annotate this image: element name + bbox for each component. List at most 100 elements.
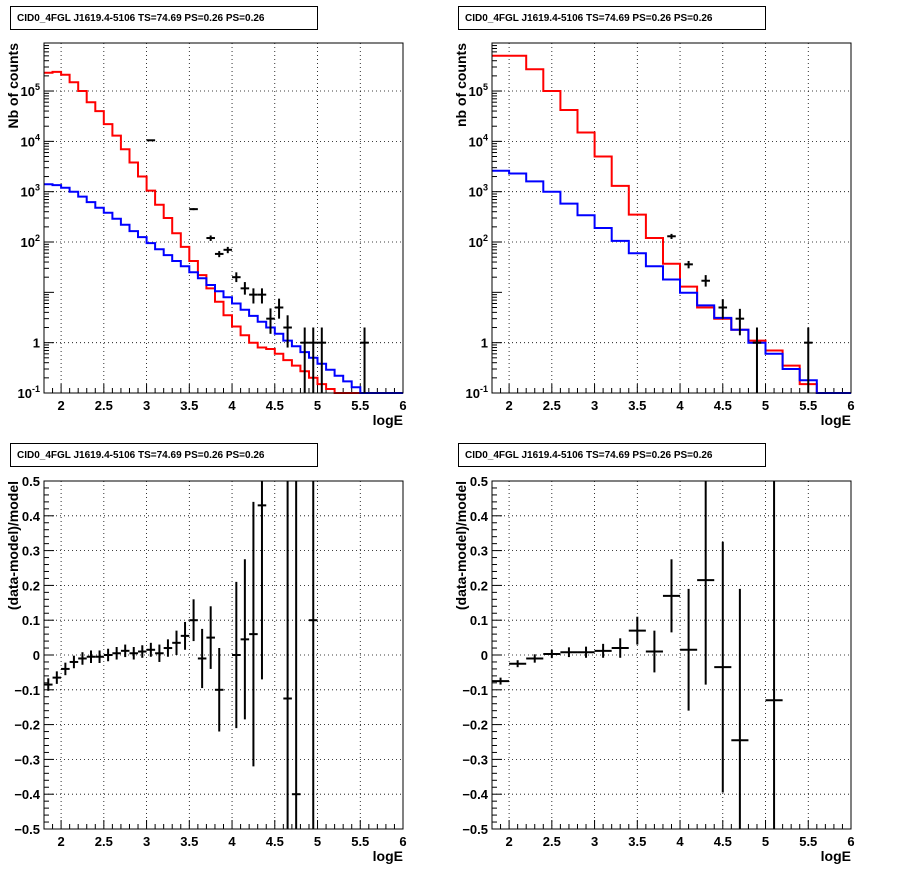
data-point	[300, 327, 309, 393]
x-tick-label: 3.5	[180, 834, 198, 849]
y-tick-label: −0.3	[462, 752, 488, 767]
y-tick-label: 0	[481, 648, 488, 663]
data-point	[492, 677, 510, 685]
x-tick-label: 4	[228, 834, 236, 849]
data-point	[103, 648, 113, 662]
y-tick-label: 104	[21, 132, 40, 149]
axis-ticks	[43, 42, 404, 394]
chart-panel-residuals-left: 2 2.5 3 3.5 4 4.5 5 5.5 6 −0.5 −0.4 −0.3 −0.2 −0.1 0 0.…	[5, 474, 407, 864]
data-point	[249, 501, 258, 767]
data-point	[44, 678, 53, 691]
chart-title: CID0_4FGL J1619.4-5106 TS=74.69 PS=0.26 …	[458, 443, 766, 467]
data-point	[206, 235, 215, 241]
y-tick-label: −0.4	[14, 787, 40, 802]
y-tick-label: −0.5	[14, 822, 40, 837]
data-point	[232, 581, 241, 729]
data-point	[78, 652, 87, 665]
x-tick-label: 5	[762, 398, 769, 413]
data-point	[577, 646, 595, 658]
data-point	[594, 643, 612, 658]
y-tick-label: 104	[469, 132, 488, 149]
y-tick-label: 0.4	[470, 509, 489, 524]
y-tick-label: 0.4	[22, 509, 41, 524]
grid-lines	[44, 43, 403, 393]
y-tick-label: 0.3	[470, 544, 488, 559]
data-point	[274, 298, 284, 319]
x-axis-label: logE	[821, 848, 851, 864]
x-tick-label: 3.5	[180, 398, 198, 413]
x-tick-label: 3	[591, 834, 598, 849]
y-tick-label: 103	[21, 183, 40, 200]
y-tick-label: −0.2	[462, 718, 488, 733]
x-tick-label: 2	[57, 398, 64, 413]
y-tick-label: 1	[33, 336, 40, 351]
data-point	[611, 638, 629, 658]
y-tick-label: −0.3	[14, 752, 40, 767]
histogram-series-line	[44, 70, 403, 394]
data-point	[308, 327, 318, 393]
y-tick-label: −0.1	[462, 683, 488, 698]
x-tick-label: 5	[762, 834, 769, 849]
y-axis-label: nb of counts	[453, 43, 469, 127]
x-tick-label: 5	[314, 834, 321, 849]
x-tick-label: 6	[399, 398, 406, 413]
data-point	[266, 308, 275, 334]
x-tick-label: 2.5	[95, 834, 113, 849]
x-tick-label: 2.5	[543, 398, 561, 413]
x-tick-label: 5.5	[351, 834, 369, 849]
histogram-series-line	[492, 54, 851, 394]
grid-lines	[44, 481, 403, 829]
x-tick-label: 5.5	[799, 398, 817, 413]
y-tick-label: 10-1	[18, 384, 40, 401]
data-point	[189, 208, 198, 211]
data-point	[257, 288, 267, 304]
x-tick-label: 4	[676, 834, 684, 849]
data-point	[765, 481, 783, 829]
x-tick-label: 4.5	[266, 398, 284, 413]
data-point	[803, 327, 813, 393]
data-point	[86, 650, 96, 664]
axis-ticks	[43, 480, 404, 830]
grid-lines	[492, 481, 851, 829]
y-tick-label: 0.2	[22, 578, 40, 593]
data-point	[69, 655, 79, 669]
data-point	[291, 481, 301, 829]
data-point	[680, 588, 698, 711]
data-point	[61, 662, 70, 676]
data-point	[95, 650, 104, 664]
y-tick-label: 105	[469, 82, 488, 99]
y-tick-label: 105	[21, 82, 40, 99]
data-point	[360, 327, 369, 393]
data-point	[240, 282, 250, 295]
x-tick-label: 2	[505, 834, 512, 849]
x-tick-label: 2	[57, 834, 64, 849]
data-point	[197, 628, 207, 689]
x-tick-label: 6	[847, 834, 854, 849]
x-axis-label: logE	[373, 412, 403, 428]
plot-frame	[43, 480, 404, 830]
data-point	[684, 260, 693, 269]
y-tick-label: 1	[481, 336, 488, 351]
data-point	[667, 233, 676, 239]
axis-ticks	[491, 42, 852, 394]
x-tick-label: 3	[143, 398, 150, 413]
data-point	[240, 559, 250, 720]
y-tick-label: 0.5	[470, 474, 488, 489]
data-point	[701, 275, 710, 287]
data-point	[249, 288, 258, 304]
y-tick-label: 0.1	[22, 613, 40, 628]
data-point	[560, 647, 578, 658]
y-axis-label: (data-model)/model	[453, 481, 469, 610]
data-points	[146, 139, 369, 393]
x-tick-label: 4	[228, 398, 236, 413]
y-tick-label: 0.5	[22, 474, 40, 489]
data-point	[735, 308, 745, 336]
data-point	[283, 481, 292, 829]
y-tick-label: −0.2	[14, 718, 40, 733]
x-tick-label: 3.5	[628, 834, 646, 849]
y-tick-label: 102	[21, 233, 40, 250]
x-axis-label: logE	[821, 412, 851, 428]
data-point	[645, 630, 663, 673]
y-tick-label: 0	[33, 648, 40, 663]
